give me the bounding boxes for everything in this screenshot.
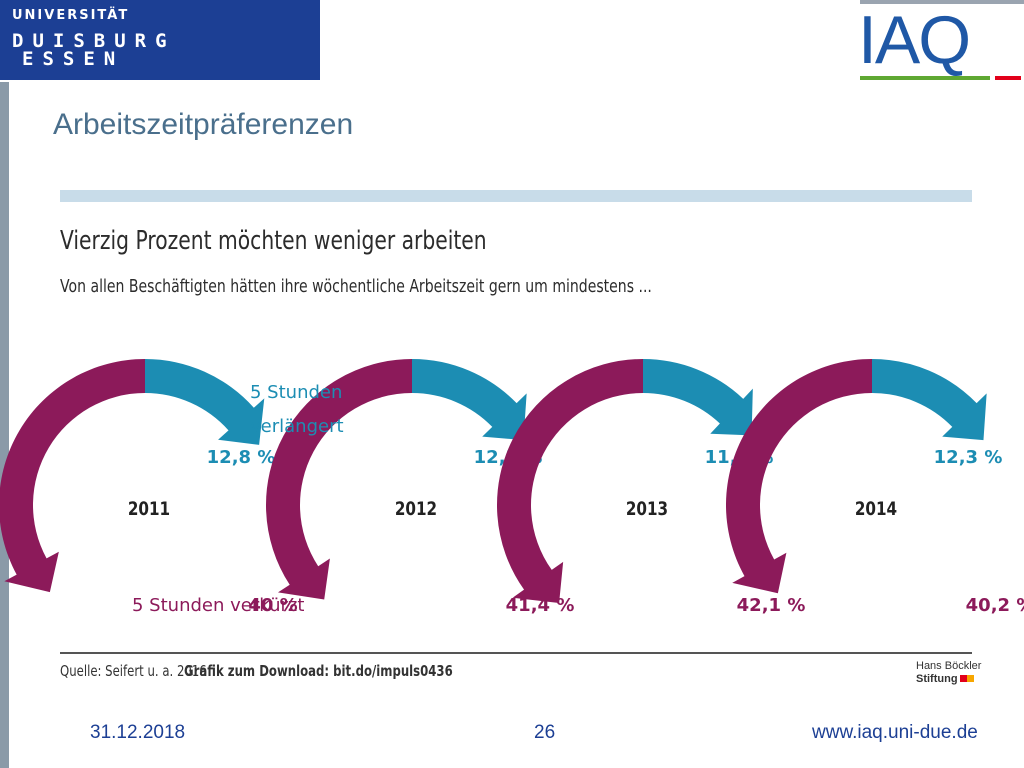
legend-extend-line-1: 5 Stunden <box>250 382 342 403</box>
reduce-value-2013: 42,1 % <box>737 595 806 616</box>
extend-arrow-2011 <box>145 359 265 445</box>
chart-subtitle: Von allen Beschäftigten hätten ihre wöch… <box>60 276 652 297</box>
footer-date: 31.12.2018 <box>90 722 186 743</box>
extend-arrow-2012 <box>412 359 527 441</box>
chart-bottom-rule <box>60 652 972 654</box>
reduce-arrow-2013 <box>497 359 643 603</box>
chart-accent-bar <box>60 190 972 202</box>
year-label-2013: 2013 <box>626 498 668 520</box>
footer-page-number: 26 <box>534 722 556 743</box>
logo-line-1: UNIVERSITÄT <box>12 8 130 23</box>
iaq-logo: IAQ <box>858 2 971 78</box>
legend-reduce: 5 Stunden verkürzt <box>132 595 304 616</box>
legend-extend-line-2: verlängert <box>250 416 344 437</box>
download-link[interactable]: Grafik zum Download: bit.do/impuls0436 <box>184 662 453 680</box>
reduce-value-2014: 40,2 % <box>966 595 1024 616</box>
iaq-logo-green-line <box>860 76 990 80</box>
year-label-2014: 2014 <box>855 498 897 520</box>
reduce-value-2011: 40 % <box>248 595 297 616</box>
extend-arrow-2013 <box>643 359 753 436</box>
year-label-2011: 2011 <box>128 498 170 520</box>
reduce-arrow-2014 <box>725 358 872 594</box>
iaq-logo-red-line <box>995 76 1021 80</box>
slide-title: Arbeitszeitpräferenzen <box>53 108 354 141</box>
extend-value-2014: 12,3 % <box>934 447 1003 468</box>
logo-line-3: ESSEN <box>22 48 125 70</box>
extend-value-2011: 12,8 % <box>207 447 276 468</box>
footer-url[interactable]: www.iaq.uni-due.de <box>812 722 978 743</box>
publisher-line-1: Hans Böckler <box>916 660 982 672</box>
iaq-top-line <box>860 0 1024 4</box>
publisher-logo: Hans Böckler Stiftung <box>916 660 981 686</box>
reduce-arrow-2012 <box>266 359 412 600</box>
publisher-line-2: Stiftung <box>916 673 958 685</box>
left-accent-bar <box>0 82 9 768</box>
source-text: Quelle: Seifert u. a. 2016 <box>60 662 207 680</box>
extend-arrow-2014 <box>872 359 987 441</box>
chart-title: Vierzig Prozent möchten weniger arbeiten <box>60 226 487 256</box>
year-label-2012: 2012 <box>395 498 437 520</box>
logo-line-2: DUISBURG <box>12 30 176 52</box>
university-logo: UNIVERSITÄT DUISBURG ESSEN <box>0 0 320 80</box>
reduce-arrow-2011 <box>0 359 145 593</box>
